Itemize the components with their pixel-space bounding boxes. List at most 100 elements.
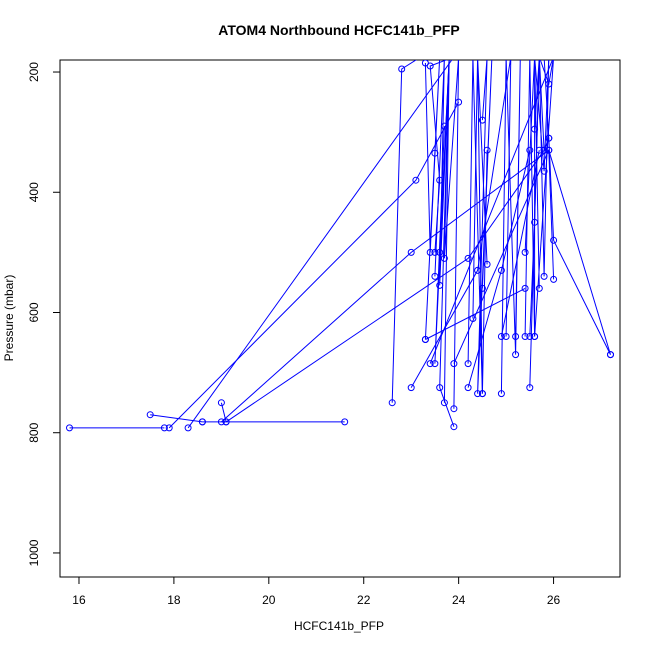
data-point [412, 176, 420, 184]
data-point [407, 384, 415, 392]
data-point [478, 116, 486, 124]
data-point [521, 248, 529, 256]
series-line [429, 60, 554, 364]
series-line [529, 60, 545, 337]
x-tick-label: 24 [452, 593, 466, 607]
data-point [521, 284, 529, 292]
data-point [407, 248, 415, 256]
data-point [440, 254, 448, 262]
data-point [474, 390, 482, 398]
series-14 [407, 60, 512, 392]
series-line [424, 60, 441, 340]
series-line [187, 60, 453, 429]
series-17 [464, 60, 491, 398]
series-29 [464, 146, 534, 392]
x-tick-label: 26 [547, 593, 561, 607]
x-tick-label: 18 [167, 593, 181, 607]
data-point [184, 424, 192, 432]
series-line [425, 287, 526, 340]
x-tick-label: 22 [357, 593, 371, 607]
data-point [607, 351, 614, 359]
series-line [225, 138, 550, 423]
data-point [66, 424, 73, 432]
data-point [464, 254, 472, 262]
series-line [434, 60, 450, 403]
data-point [431, 149, 439, 157]
data-point [497, 333, 505, 340]
data-point [450, 423, 458, 431]
series-line [391, 60, 417, 403]
series-line [467, 60, 488, 394]
data-point [450, 360, 458, 368]
chart-title: ATOM4 Northbound HCFC141b_PFP [218, 22, 459, 38]
series-line [477, 60, 493, 394]
x-axis-label: HCFC141b_PFP [294, 619, 384, 633]
series-2 [146, 411, 206, 426]
data-point [497, 266, 505, 274]
data-point [531, 333, 539, 340]
series-layer [66, 60, 614, 432]
series-line [500, 60, 521, 394]
y-tick-label: 800 [27, 422, 41, 442]
y-tick-label: 400 [27, 182, 41, 202]
data-point [431, 248, 439, 256]
data-point [426, 248, 434, 256]
y-tick-label: 200 [27, 62, 41, 82]
data-point [497, 390, 505, 398]
data-point [483, 260, 491, 268]
data-point [502, 333, 510, 340]
series-27 [497, 146, 543, 340]
data-point [217, 418, 225, 426]
series-18 [497, 60, 521, 398]
data-point [421, 60, 429, 67]
series-5 [165, 98, 463, 432]
data-point [521, 333, 529, 340]
series-13 [431, 60, 458, 431]
data-point [526, 384, 534, 392]
data-point [550, 275, 558, 283]
series-20 [521, 60, 550, 256]
data-point [398, 65, 406, 73]
data-point [545, 134, 553, 142]
y-axis-label: Pressure (mbar) [2, 275, 16, 362]
data-point [217, 399, 225, 407]
y-tick-label: 1000 [27, 539, 41, 566]
series-1 [66, 424, 168, 432]
data-point [526, 333, 534, 340]
y-axis: 200 400 600 800 1000 [27, 62, 61, 566]
data-point [545, 146, 553, 154]
data-point [540, 167, 548, 175]
data-point [464, 360, 472, 368]
data-point [526, 146, 534, 154]
series-line [434, 60, 455, 427]
series-26 [450, 146, 614, 368]
series-line [168, 101, 460, 429]
data-point [431, 360, 439, 368]
data-point [512, 351, 520, 359]
data-point [540, 272, 548, 280]
series-line [524, 60, 550, 253]
x-axis: 16 18 20 22 24 26 [72, 576, 561, 607]
data-point [146, 411, 154, 419]
data-point [531, 218, 539, 226]
x-tick-label: 20 [262, 593, 276, 607]
data-point [198, 418, 206, 426]
data-point [421, 336, 429, 343]
series-line [467, 150, 531, 388]
series-28 [421, 284, 529, 343]
data-point [464, 384, 472, 392]
data-point [450, 405, 458, 413]
data-point [535, 146, 543, 154]
series-24 [526, 60, 548, 340]
series-line [453, 148, 611, 364]
series-25 [426, 60, 554, 368]
data-point [535, 284, 543, 292]
data-point [512, 333, 520, 340]
data-point [160, 424, 168, 432]
series-7 [217, 146, 558, 426]
series-line [543, 60, 611, 355]
data-point [440, 122, 448, 130]
series-22 [543, 60, 614, 359]
y-tick-label: 600 [27, 302, 41, 322]
